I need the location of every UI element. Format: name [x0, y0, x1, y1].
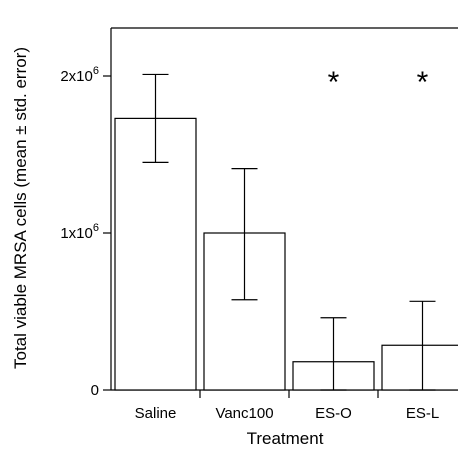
x-axis-title: Treatment	[247, 429, 324, 448]
x-tick-label-vanc100: Vanc100	[215, 405, 273, 422]
y-axis: 0 1x106 2x106	[60, 65, 111, 399]
significance-star-es-l: *	[417, 66, 429, 99]
y-tick-label-0: 0	[91, 382, 99, 399]
y-axis-title: Total viable MRSA cells (mean ± std. err…	[11, 47, 30, 369]
y-tick-label-1000000: 1x106	[60, 222, 99, 242]
bar-es-l	[381, 344, 458, 391]
x-axis: Saline Vanc100 ES-O ES-L	[135, 390, 439, 422]
y-tick-label-2000000: 2x106	[60, 65, 99, 85]
error-bars-layer	[142, 73, 436, 391]
bar-saline	[114, 117, 197, 391]
x-tick-label-es-l: ES-L	[406, 405, 439, 422]
x-tick-label-es-o: ES-O	[315, 405, 352, 422]
significance-layer: * *	[328, 66, 429, 99]
significance-star-es-o: *	[328, 66, 340, 99]
bars-layer	[114, 117, 458, 391]
x-tick-label-saline: Saline	[135, 405, 177, 422]
